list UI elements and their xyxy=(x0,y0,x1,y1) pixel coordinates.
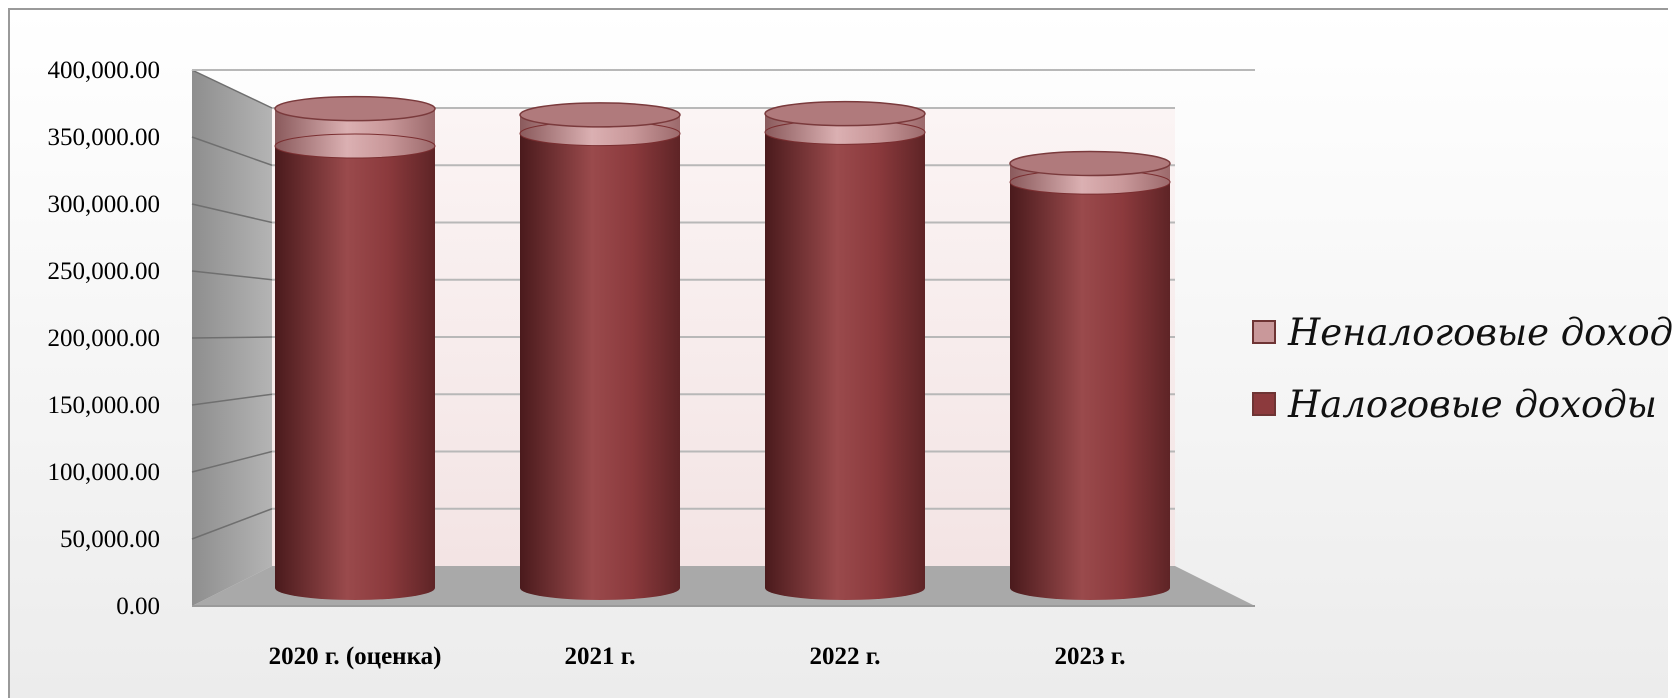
y-tick-label: 0.00 xyxy=(116,593,160,620)
y-tick-label: 50,000.00 xyxy=(60,526,160,553)
bar-tax xyxy=(765,132,925,600)
gridline-side xyxy=(191,136,273,166)
bar-group xyxy=(274,95,436,600)
y-axis-ticks: 0.00 50,000.00 100,000.00 150,000.00 200,000… xyxy=(48,57,161,620)
gridline-side xyxy=(191,508,273,540)
y-tick-label: 400,000.00 xyxy=(48,57,161,84)
bar-tax xyxy=(275,146,435,600)
gridline-side xyxy=(191,393,273,406)
y-tick-label: 200,000.00 xyxy=(48,325,161,352)
bar-tax xyxy=(1010,182,1170,600)
bar-cap xyxy=(274,95,436,122)
y-tick-label: 250,000.00 xyxy=(48,258,161,285)
bars xyxy=(274,95,1171,600)
y-tick-label: 100,000.00 xyxy=(48,459,161,486)
gridline-side xyxy=(191,203,273,224)
bar-cap xyxy=(764,100,926,127)
bar-seam xyxy=(274,133,436,159)
legend-item-nontax: Неналоговые доходы xyxy=(1252,296,1675,368)
bar-group xyxy=(519,102,681,600)
bar-nontax xyxy=(275,108,435,159)
gridline-side xyxy=(191,69,273,109)
y-tick-label: 150,000.00 xyxy=(48,392,161,419)
legend-item-tax: Налоговые доходы xyxy=(1252,368,1675,440)
x-category-label: 2020 г. (оценка) xyxy=(269,643,442,670)
legend: Неналоговые доходы Налоговые доходы xyxy=(1252,296,1675,440)
y-tick-label: 350,000.00 xyxy=(48,124,161,151)
legend-swatch-tax xyxy=(1252,392,1276,416)
y-tick-label: 300,000.00 xyxy=(48,191,161,218)
bar-cap xyxy=(519,102,681,128)
x-category-label: 2021 г. xyxy=(564,643,635,670)
floor xyxy=(192,566,1255,606)
bar-cap xyxy=(1009,150,1171,177)
gridline-side xyxy=(191,270,273,281)
legend-swatch-nontax xyxy=(1252,320,1276,344)
gridline-side xyxy=(191,450,273,473)
bar-tax xyxy=(520,133,680,600)
x-axis-labels: 2020 г. (оценка) 2021 г. 2022 г. 2023 г. xyxy=(269,643,1126,670)
legend-label-nontax: Неналоговые доходы xyxy=(1288,310,1675,354)
legend-label-tax: Налоговые доходы xyxy=(1288,382,1657,426)
bar-group xyxy=(764,100,926,600)
bar-group xyxy=(1009,150,1171,600)
x-category-label: 2023 г. xyxy=(1054,643,1125,670)
gridline-side xyxy=(191,336,273,339)
x-category-label: 2022 г. xyxy=(809,643,880,670)
